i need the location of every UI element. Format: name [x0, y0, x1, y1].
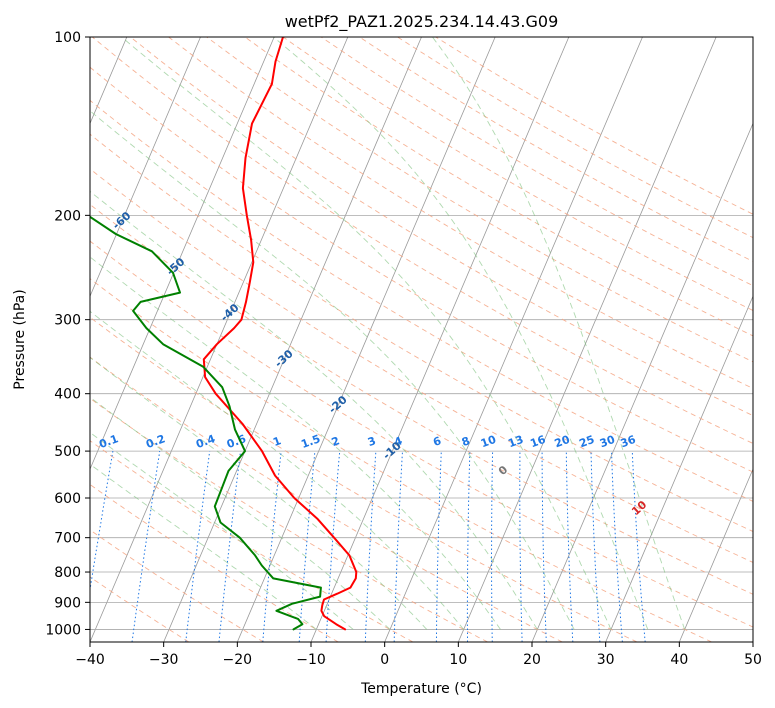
chart-title: wetPf2_PAZ1.2025.234.14.43.G09 — [285, 12, 559, 32]
dry-adiabat-line — [282, 37, 753, 311]
x-tick-label: 40 — [670, 652, 688, 668]
mixing-ratio-line — [90, 451, 114, 593]
moist-adiabat-line — [121, 37, 612, 630]
x-tick-label: 10 — [449, 652, 467, 668]
y-tick-label: 900 — [54, 595, 81, 611]
x-tick-label: −20 — [223, 652, 253, 668]
mixing-ratio-label: 1 — [271, 434, 283, 449]
y-tick-label: 400 — [54, 387, 81, 403]
isotherm-line — [236, 37, 496, 642]
x-axis-title: Temperature (°C) — [360, 681, 482, 697]
moist-adiabat-line — [90, 356, 428, 630]
dry-adiabat-line — [90, 168, 753, 563]
mixing-ratio-label: 13 — [506, 433, 525, 450]
mixing-ratio-label: 16 — [528, 433, 547, 451]
isotherm-line — [531, 122, 753, 642]
dry-adiabat-line — [90, 133, 753, 532]
x-tick-label: −40 — [75, 652, 105, 668]
y-axis-title: Pressure (hPa) — [12, 289, 28, 389]
moist-adiabat-line — [90, 463, 317, 630]
mixing-ratio-line — [262, 451, 282, 642]
y-tick-label: 1000 — [45, 622, 81, 638]
mixing-ratio-label: 25 — [577, 433, 596, 450]
isotherm-line — [457, 37, 717, 642]
moist-adiabat-line — [90, 396, 391, 630]
mixing-ratio-label: 30 — [598, 433, 617, 451]
dry-adiabat-line — [90, 440, 414, 642]
background-lines — [90, 37, 753, 642]
dry-adiabat-line — [90, 240, 753, 628]
mixing-ratio-line — [185, 451, 211, 642]
x-tick-label: −30 — [149, 652, 179, 668]
y-tick-label: 100 — [54, 30, 81, 46]
moist-adiabat-line — [90, 310, 465, 630]
isotherm-line — [384, 37, 643, 642]
mixing-ratio-label: 2 — [330, 434, 342, 449]
mixing-ratio-label: 0.4 — [194, 432, 217, 451]
moist-adiabat-line — [90, 256, 501, 630]
mixing-ratio-line — [131, 451, 161, 642]
y-axis: 1000 900 800 700 600 500 400 300 200 100 — [45, 30, 90, 638]
y-tick-label: 500 — [54, 444, 81, 460]
mixing-ratio-label: 1.5 — [299, 432, 322, 451]
y-tick-label: 300 — [54, 313, 81, 329]
dry-adiabat-line — [90, 203, 753, 595]
mixing-ratio-label: 4 — [393, 434, 405, 449]
x-tick-label: −10 — [296, 652, 326, 668]
mixing-ratio-line — [218, 451, 241, 642]
mixing-ratio-label: 20 — [553, 433, 572, 451]
dry-adiabat-line — [90, 483, 339, 642]
y-tick-label: 600 — [54, 491, 81, 507]
sounding-series — [90, 37, 358, 631]
y-tick-label: 700 — [54, 531, 81, 547]
isotherm-line — [678, 468, 753, 642]
moist-adiabat-line — [432, 37, 686, 630]
dry-adiabat-line — [206, 37, 753, 363]
mixing-ratio-label: 6 — [431, 434, 443, 449]
x-axis: −40 −30 −20 −10 0 10 20 30 40 50 — [75, 642, 762, 668]
x-tick-label: 50 — [744, 652, 762, 668]
y-tick-label: 800 — [54, 565, 81, 581]
isotherm-line — [90, 37, 275, 471]
plot-frame — [89, 36, 754, 643]
mixing-ratio-label: 8 — [460, 434, 472, 449]
mixing-ratio-label: 3 — [366, 434, 378, 449]
isotherm-line — [605, 295, 753, 642]
dry-adiabat-line — [90, 356, 563, 642]
isotherm-line — [90, 37, 349, 642]
mixing-ratio-label: 0.1 — [97, 432, 120, 451]
x-tick-label: 30 — [597, 652, 615, 668]
dry-adiabat-line — [90, 66, 753, 473]
isotherm-line — [90, 37, 201, 298]
dewpoint-profile-line — [90, 215, 322, 631]
dry-adiabat-line — [90, 397, 488, 642]
moist-adiabat-line — [273, 37, 649, 630]
x-tick-label: 20 — [523, 652, 541, 668]
mixing-ratio-line — [631, 451, 646, 642]
y-tick-label: 200 — [54, 208, 81, 224]
mixing-ratio-label: 10 — [479, 433, 498, 451]
moist-adiabat-line — [90, 431, 354, 630]
line-labels: 0.10.20.40.611.52346810131620253036-100-… — [97, 209, 649, 518]
mixing-ratio-label: 0.2 — [144, 432, 167, 451]
x-tick-label: 0 — [380, 652, 389, 668]
dry-adiabat-line — [130, 37, 753, 417]
mixing-ratio-label: 36 — [619, 433, 638, 451]
isotherm-line — [163, 37, 422, 642]
mixing-ratio-line — [298, 451, 316, 642]
